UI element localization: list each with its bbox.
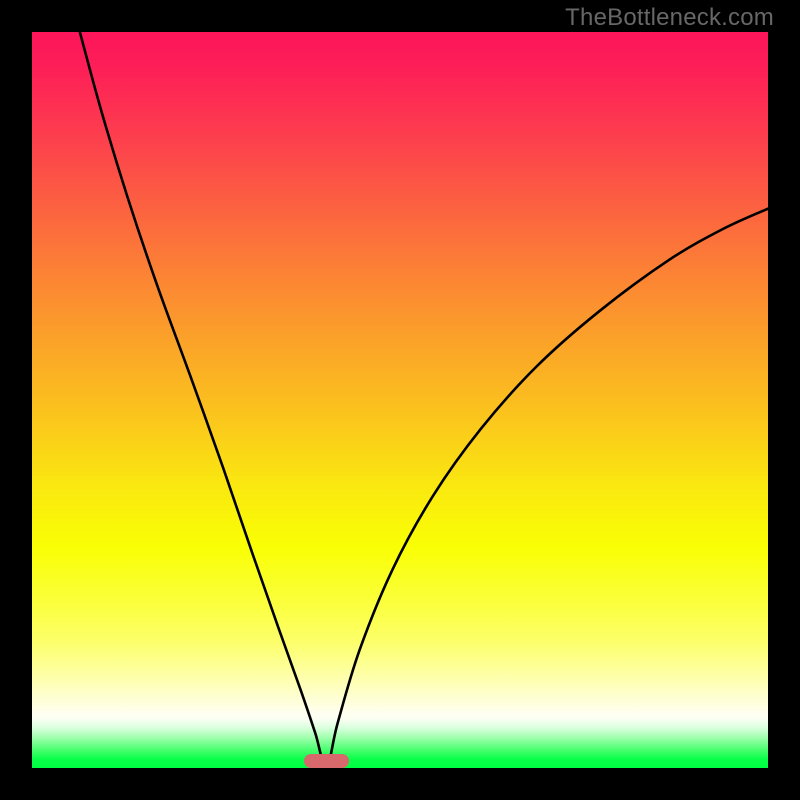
watermark-text: TheBottleneck.com <box>565 4 774 32</box>
minimum-marker <box>304 754 349 768</box>
plot-area <box>32 32 768 768</box>
curve-layer <box>32 32 768 768</box>
bottleneck-curve <box>80 32 768 768</box>
outer-frame: TheBottleneck.com <box>0 0 800 800</box>
